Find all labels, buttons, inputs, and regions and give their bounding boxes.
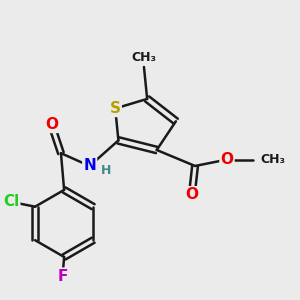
Text: Cl: Cl xyxy=(3,194,19,209)
Text: F: F xyxy=(57,268,68,284)
Text: O: O xyxy=(220,152,233,167)
Text: CH₃: CH₃ xyxy=(260,153,286,166)
Text: O: O xyxy=(45,117,58,132)
Text: CH₃: CH₃ xyxy=(131,51,157,64)
Text: O: O xyxy=(185,187,198,202)
Text: N: N xyxy=(83,158,96,173)
Text: H: H xyxy=(100,164,111,177)
Text: S: S xyxy=(110,101,121,116)
